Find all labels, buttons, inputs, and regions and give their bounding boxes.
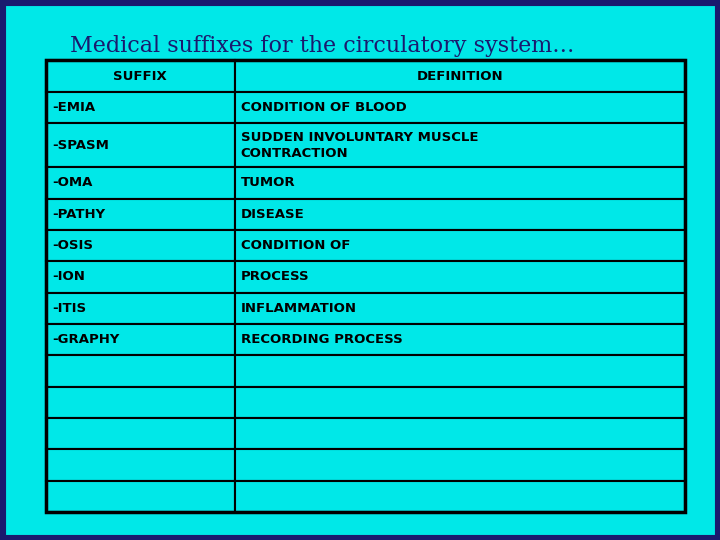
Bar: [46, 481, 235, 512]
Text: INFLAMMATION: INFLAMMATION: [240, 302, 356, 315]
Bar: [235, 293, 685, 324]
Bar: [235, 387, 685, 418]
Bar: [46, 261, 235, 293]
Bar: [235, 324, 685, 355]
Bar: [235, 230, 685, 261]
Text: CONDITION OF BLOOD: CONDITION OF BLOOD: [240, 101, 406, 114]
Bar: [235, 355, 685, 387]
Bar: [46, 199, 235, 230]
Text: RECORDING PROCESS: RECORDING PROCESS: [240, 333, 402, 346]
Text: Medical suffixes for the circulatory system…: Medical suffixes for the circulatory sys…: [70, 35, 575, 57]
Text: SUDDEN INVOLUNTARY MUSCLE
CONTRACTION: SUDDEN INVOLUNTARY MUSCLE CONTRACTION: [240, 131, 478, 160]
Bar: [235, 123, 685, 167]
Text: -ITIS: -ITIS: [52, 302, 86, 315]
Bar: [46, 355, 235, 387]
Bar: [235, 167, 685, 199]
Text: -PATHY: -PATHY: [52, 208, 105, 221]
Bar: [46, 230, 235, 261]
Bar: [46, 123, 235, 167]
Text: DISEASE: DISEASE: [240, 208, 305, 221]
Bar: [46, 60, 685, 512]
Bar: [46, 60, 235, 92]
Bar: [46, 449, 235, 481]
Bar: [235, 92, 685, 123]
Bar: [46, 387, 235, 418]
Text: -EMIA: -EMIA: [52, 101, 95, 114]
Bar: [46, 324, 235, 355]
Text: -OMA: -OMA: [52, 177, 92, 190]
Bar: [235, 449, 685, 481]
Text: -SPASM: -SPASM: [52, 139, 109, 152]
Bar: [46, 167, 235, 199]
Bar: [46, 418, 235, 449]
Text: SUFFIX: SUFFIX: [113, 70, 167, 83]
Text: -ION: -ION: [52, 271, 85, 284]
Bar: [235, 261, 685, 293]
Text: CONDITION OF: CONDITION OF: [240, 239, 350, 252]
Text: -GRAPHY: -GRAPHY: [52, 333, 120, 346]
Bar: [46, 92, 235, 123]
Bar: [46, 293, 235, 324]
Bar: [235, 481, 685, 512]
Bar: [235, 418, 685, 449]
Text: DEFINITION: DEFINITION: [416, 70, 503, 83]
Text: TUMOR: TUMOR: [240, 177, 295, 190]
Bar: [235, 199, 685, 230]
Text: PROCESS: PROCESS: [240, 271, 309, 284]
Bar: [235, 60, 685, 92]
Text: -OSIS: -OSIS: [52, 239, 93, 252]
